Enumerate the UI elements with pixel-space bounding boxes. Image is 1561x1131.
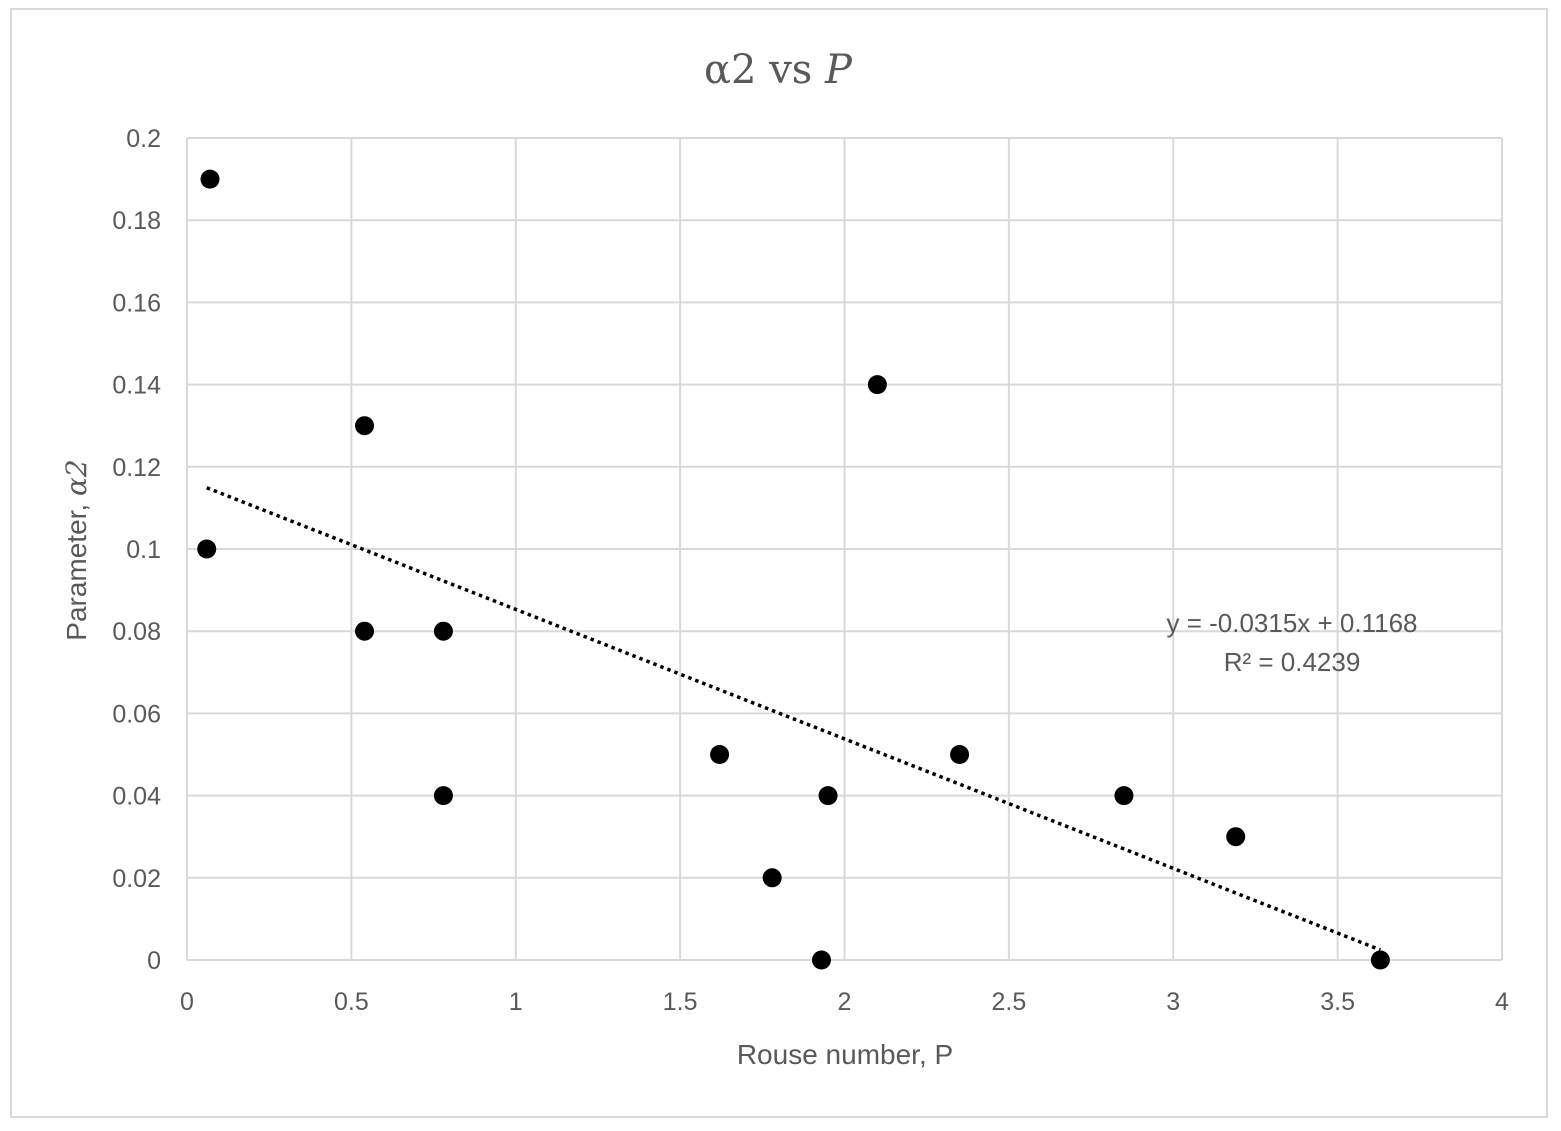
x-tick-label: 3.5 (1320, 988, 1355, 1016)
trendline-equation: y = -0.0315x + 0.1168 (1166, 608, 1417, 638)
data-point (1226, 827, 1246, 847)
data-point (867, 375, 887, 395)
x-axis-tick-labels: 0 0.5 1 1.5 2 2.5 3 3.5 4 (180, 988, 1509, 1016)
x-tick-label: 4 (1495, 988, 1509, 1016)
y-tick-label: 0.08 (112, 618, 161, 646)
x-tick-label: 1 (509, 988, 523, 1016)
y-tick-label: 0 (147, 947, 161, 975)
y-tick-label: 0.14 (112, 372, 161, 400)
y-tick-label: 0.12 (112, 454, 161, 482)
data-point (811, 950, 831, 970)
data-point (710, 745, 730, 764)
y-tick-label: 0.06 (112, 700, 161, 728)
y-axis-title: Parameter, α2 (60, 459, 93, 640)
y-tick-label: 0.1 (126, 536, 161, 564)
chart-title: α2 vs P (704, 47, 853, 93)
chart-frame (10, 8, 1548, 1118)
y-axis-tick-labels: 0 0.02 0.04 0.06 0.08 0.1 0.12 0.14 0.16 0.18 0.2 (112, 125, 161, 975)
x-axis-title: Rouse number, P (737, 1039, 953, 1070)
data-point (950, 745, 970, 764)
grid-lines (186, 137, 1503, 961)
x-tick-label: 0.5 (334, 988, 369, 1016)
data-point (1370, 950, 1390, 970)
data-point (762, 868, 782, 888)
y-tick-label: 0.16 (112, 289, 161, 317)
trendline (206, 486, 1382, 952)
data-point (355, 621, 375, 641)
y-tick-label: 0.04 (112, 783, 161, 811)
y-tick-label: 0.2 (126, 125, 161, 153)
data-point (433, 621, 453, 641)
x-tick-label: 2 (838, 988, 852, 1016)
chart-title-variable: P (824, 47, 853, 93)
chart-title-main: α2 vs (704, 47, 825, 93)
data-point (1114, 786, 1134, 806)
data-points (197, 169, 1390, 970)
y-axis-title-prefix: Parameter, (61, 496, 92, 641)
x-tick-label: 0 (180, 988, 194, 1016)
x-tick-label: 2.5 (991, 988, 1026, 1016)
data-point (433, 786, 453, 806)
x-tick-label: 3 (1166, 988, 1180, 1016)
data-point (197, 539, 217, 559)
data-point (200, 169, 220, 189)
y-tick-label: 0.02 (112, 865, 161, 893)
data-point (355, 416, 375, 436)
y-axis-title-symbol: α2 (60, 459, 93, 496)
x-tick-label: 1.5 (663, 988, 698, 1016)
y-tick-label: 0.18 (112, 207, 161, 235)
data-point (818, 786, 838, 806)
trendline-r-squared: R² = 0.4239 (1224, 647, 1361, 677)
trendline-layer (206, 486, 1382, 952)
